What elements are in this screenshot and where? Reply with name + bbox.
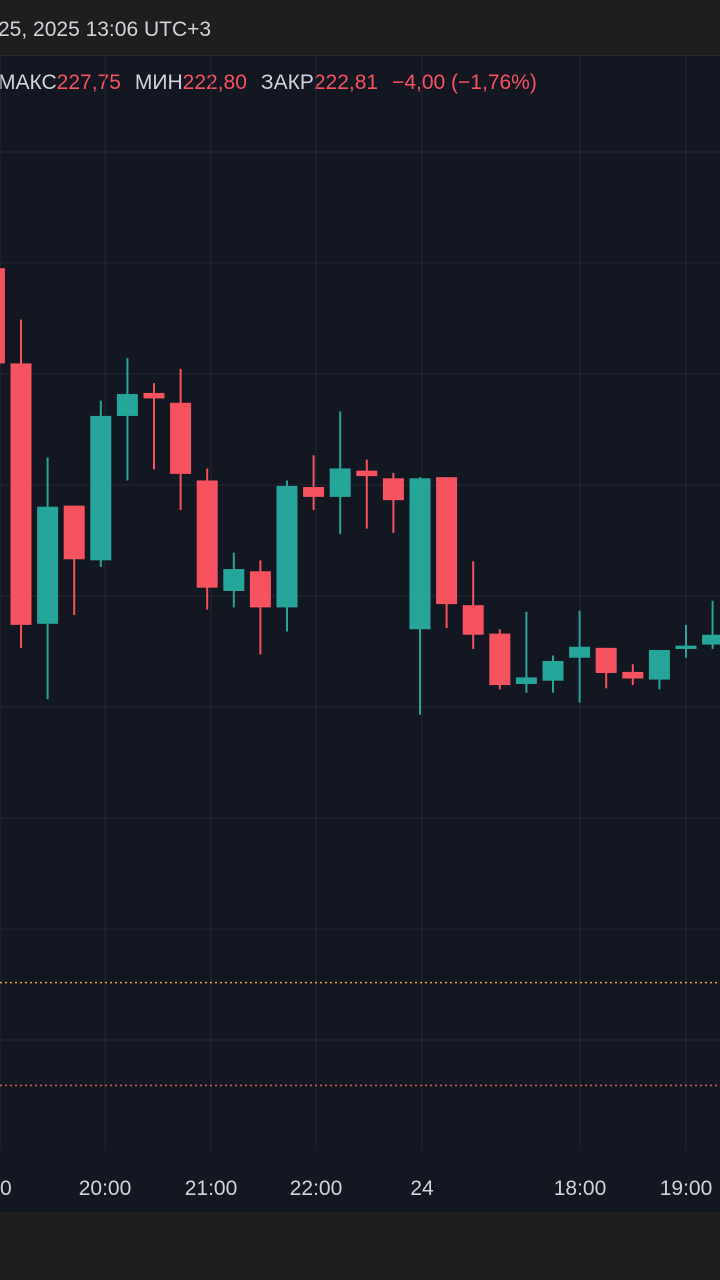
candle-body xyxy=(63,505,85,560)
bottom-bar xyxy=(0,1212,720,1280)
grid xyxy=(0,56,720,1150)
x-tick-label: 00 xyxy=(0,1177,12,1200)
candle-body xyxy=(170,402,192,474)
candle xyxy=(143,383,165,470)
candle-body xyxy=(515,677,537,684)
date-time-label: 25, 2025 13:06 UTC+3 xyxy=(0,18,212,41)
candle-body xyxy=(223,569,245,591)
candle-body xyxy=(436,477,458,605)
x-tick-label: 18:00 xyxy=(554,1177,607,1200)
candle-body xyxy=(622,671,644,679)
candle-body xyxy=(595,647,617,674)
candle xyxy=(223,552,245,608)
x-axis: 00 20:00 21:00 22:00 24 18:00 19:00 xyxy=(0,1177,712,1200)
candle-body xyxy=(196,480,218,588)
change-value: −4,00 (−1,76%) xyxy=(392,71,537,94)
reference-lines xyxy=(0,981,720,1087)
candle-body xyxy=(276,485,298,608)
high-label: МАКС xyxy=(0,71,57,94)
x-tick-label: 19:00 xyxy=(660,1177,713,1200)
candle xyxy=(622,664,644,686)
candle xyxy=(675,624,697,658)
candle-body xyxy=(0,268,5,364)
candle-body xyxy=(10,363,32,625)
x-tick-label: 22:00 xyxy=(290,1177,343,1200)
candle-body xyxy=(37,506,59,624)
candle xyxy=(63,505,85,616)
ohlc-legend: МАКС227,75 МИН222,80 ЗАКР222,81 −4,00 (−1,7… xyxy=(0,71,537,95)
candle-body xyxy=(648,650,670,680)
candle xyxy=(489,629,511,690)
candle xyxy=(0,268,5,364)
candle xyxy=(196,468,218,610)
candle xyxy=(303,455,325,511)
candle xyxy=(702,600,720,649)
candle-body xyxy=(702,634,720,645)
candle xyxy=(90,400,112,567)
candle-body xyxy=(675,645,697,649)
candle xyxy=(595,647,617,689)
candle xyxy=(515,611,537,693)
candle-body xyxy=(382,478,404,501)
candle xyxy=(37,457,59,700)
candle xyxy=(356,459,378,529)
candle xyxy=(569,610,591,703)
candle xyxy=(116,357,138,481)
candle xyxy=(329,411,351,535)
low-label: МИН xyxy=(134,71,183,94)
candle-body xyxy=(143,392,165,399)
candle-body xyxy=(329,468,351,497)
candle xyxy=(462,561,484,649)
candle xyxy=(382,472,404,533)
candle xyxy=(249,560,271,655)
x-tick-label: 24 xyxy=(410,1177,434,1200)
candle-body xyxy=(249,571,271,608)
x-tick-label: 21:00 xyxy=(185,1177,238,1200)
candle-body xyxy=(116,394,138,416)
close-label: ЗАКР xyxy=(260,71,314,94)
candle xyxy=(436,477,458,629)
candle-body xyxy=(489,633,511,686)
candlestick-chart[interactable]: 00 20:00 21:00 22:00 24 18:00 19:00 xyxy=(0,56,720,1212)
candle-body xyxy=(409,478,431,630)
close-value: 222,81 xyxy=(313,71,379,94)
candle-body xyxy=(462,605,484,635)
candle-body xyxy=(542,660,564,681)
candle xyxy=(10,319,32,648)
candle xyxy=(170,368,192,511)
candle-body xyxy=(90,415,112,561)
candles xyxy=(0,268,720,715)
top-bar: 25, 2025 13:06 UTC+3 xyxy=(0,0,720,56)
low-value: 222,80 xyxy=(182,71,247,94)
candle xyxy=(542,655,564,693)
candle xyxy=(409,477,431,715)
candle xyxy=(276,480,298,632)
candle-body xyxy=(303,487,325,497)
candle xyxy=(648,650,670,690)
candle-body xyxy=(356,470,378,477)
candle-body xyxy=(569,646,591,658)
x-tick-label: 20:00 xyxy=(79,1177,132,1200)
